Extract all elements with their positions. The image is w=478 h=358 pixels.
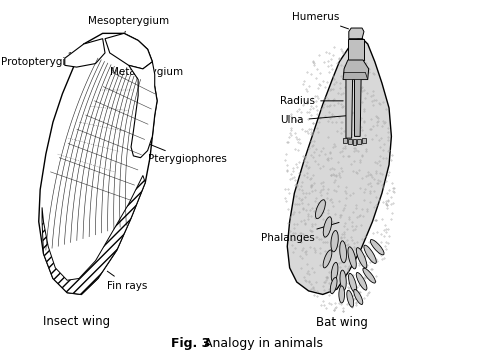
Ellipse shape [348,274,357,293]
Polygon shape [129,62,157,158]
Polygon shape [358,139,361,144]
Text: Phalanges: Phalanges [261,222,339,243]
Text: Fin rays: Fin rays [107,271,148,291]
Polygon shape [105,33,152,69]
Polygon shape [343,60,369,79]
Polygon shape [287,37,391,294]
Ellipse shape [340,270,346,290]
Polygon shape [42,175,145,294]
Ellipse shape [356,272,367,290]
Ellipse shape [323,250,332,268]
Ellipse shape [370,240,384,255]
Text: Humerus: Humerus [292,13,348,29]
Ellipse shape [330,277,337,294]
Text: Fig. 3: Fig. 3 [171,337,210,350]
Text: Bat wing: Bat wing [316,316,368,329]
Polygon shape [353,139,357,145]
Ellipse shape [331,231,338,252]
Text: Insect wing: Insect wing [43,315,110,328]
Ellipse shape [348,247,356,269]
Text: Mesopterygium: Mesopterygium [88,16,170,33]
Ellipse shape [340,241,347,263]
Text: Pterygiophores: Pterygiophores [148,145,227,164]
Text: Radius: Radius [280,96,343,106]
Polygon shape [343,138,347,144]
Polygon shape [39,33,157,294]
Text: Analogy in animals: Analogy in animals [200,337,323,350]
Ellipse shape [339,286,345,303]
Polygon shape [343,72,368,79]
Ellipse shape [323,217,332,237]
Polygon shape [348,139,352,144]
Ellipse shape [357,248,367,268]
Polygon shape [349,28,364,39]
Polygon shape [346,79,353,138]
Ellipse shape [315,200,326,219]
Ellipse shape [363,268,375,283]
Ellipse shape [331,262,338,282]
Ellipse shape [364,245,376,263]
Text: Protopterygium: Protopterygium [1,53,82,67]
Polygon shape [348,39,364,60]
Text: Metaterygium: Metaterygium [110,64,183,77]
Text: Ulna: Ulna [280,115,352,125]
Polygon shape [65,39,105,67]
Polygon shape [355,79,361,136]
Polygon shape [362,138,366,144]
Ellipse shape [354,289,363,305]
Ellipse shape [347,290,354,307]
